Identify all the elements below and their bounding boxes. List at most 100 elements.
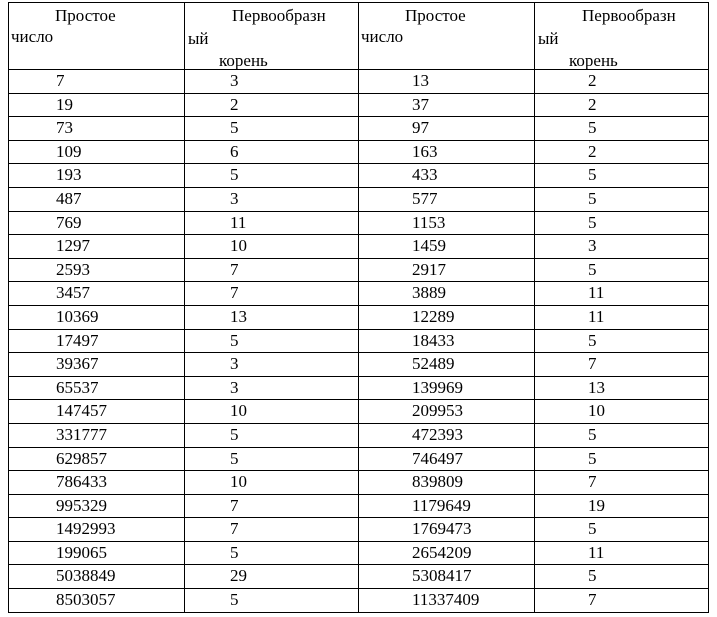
root-cell-left-value: 10 <box>230 236 247 256</box>
root-cell-left: 3 <box>184 352 359 377</box>
prime-cell-right: 209953 <box>358 399 535 424</box>
prime-cell-left: 65537 <box>8 375 185 401</box>
prime-cell-right: 433 <box>358 163 535 188</box>
table-row: 109 6 163 2 <box>8 139 709 165</box>
root-cell-left-value: 11 <box>230 212 247 232</box>
prime-cell-left: 3457 <box>8 281 185 306</box>
prime-cell-right-value: 472393 <box>412 424 463 444</box>
root-cell-left-value: 2 <box>230 94 239 114</box>
root-cell-left-value: 13 <box>230 306 247 326</box>
prime-cell-left: 331777 <box>8 422 185 448</box>
root-cell-right: 5 <box>534 116 709 141</box>
table-row: 2593 7 2917 5 <box>8 257 709 283</box>
table-row: 17497 5 18433 5 <box>8 328 709 354</box>
prime-cell-left: 19 <box>8 92 185 118</box>
table-row: 8503057 5 11337409 7 <box>8 588 709 613</box>
root-cell-left-value: 5 <box>230 448 239 468</box>
root-cell-right-value: 2 <box>588 94 597 114</box>
prime-cell-left-value: 19 <box>56 94 73 114</box>
root-cell-left-value: 10 <box>230 401 247 421</box>
prime-cell-left-value: 786433 <box>56 472 107 492</box>
prime-cell-right: 1769473 <box>358 517 535 542</box>
prime-cell-right-value: 577 <box>412 188 438 208</box>
table-row: 65537 3 139969 13 <box>8 375 709 401</box>
root-cell-left-value: 3 <box>230 354 239 374</box>
prime-cell-right-value: 1769473 <box>412 519 472 539</box>
header-root-word2: ый <box>188 29 209 48</box>
prime-cell-left: 487 <box>8 186 185 212</box>
prime-cell-left: 5038849 <box>8 564 185 590</box>
header-prime-word2: число <box>11 27 54 46</box>
root-cell-right-value: 11 <box>588 306 605 326</box>
root-cell-right-value: 5 <box>588 448 597 468</box>
prime-cell-right: 52489 <box>358 352 535 377</box>
root-cell-right-value: 7 <box>588 354 597 374</box>
prime-cell-right: 11337409 <box>358 588 535 613</box>
header-root-right: Первообразн ый корень <box>534 2 709 70</box>
header-prime-word1: Простое <box>55 6 116 25</box>
prime-cell-right-value: 1459 <box>412 236 446 256</box>
root-cell-right: 5 <box>534 186 709 212</box>
prime-cell-left-value: 629857 <box>56 448 107 468</box>
root-cell-right-value: 10 <box>588 401 605 421</box>
table-row: 193 5 433 5 <box>8 163 709 188</box>
header-root-left: Первообразн ый корень <box>184 2 359 70</box>
prime-cell-left-value: 1297 <box>56 236 90 256</box>
prime-cell-left: 1492993 <box>8 517 185 542</box>
primitive-roots-table-frame: Простое число Первообразн ый корень Прос… <box>8 2 709 613</box>
root-cell-right: 5 <box>534 328 709 354</box>
root-cell-left: 7 <box>184 257 359 283</box>
root-cell-right: 3 <box>534 234 709 259</box>
root-cell-right-value: 5 <box>588 165 597 185</box>
root-cell-right: 5 <box>534 446 709 472</box>
prime-cell-left: 629857 <box>8 446 185 472</box>
prime-cell-left-value: 769 <box>56 212 82 232</box>
prime-cell-right-value: 18433 <box>412 330 455 350</box>
root-cell-right-value: 5 <box>588 118 597 138</box>
table-header-row: Простое число Первообразн ый корень Прос… <box>8 2 709 70</box>
prime-cell-left-value: 995329 <box>56 495 107 515</box>
prime-cell-right: 1179649 <box>358 493 535 519</box>
header-root-word3: корень <box>219 51 268 70</box>
prime-cell-right: 746497 <box>358 446 535 472</box>
root-cell-right: 11 <box>534 281 709 306</box>
root-cell-right-value: 5 <box>588 330 597 350</box>
prime-cell-right: 577 <box>358 186 535 212</box>
prime-cell-left-value: 1492993 <box>56 519 116 539</box>
prime-cell-left: 995329 <box>8 493 185 519</box>
prime-cell-left-value: 7 <box>56 71 65 90</box>
table-row: 19 2 37 2 <box>8 92 709 118</box>
root-cell-left: 3 <box>184 69 359 94</box>
prime-cell-right: 1459 <box>358 234 535 259</box>
root-cell-left: 5 <box>184 163 359 188</box>
root-cell-right-value: 7 <box>588 472 597 492</box>
table-row: 199065 5 2654209 11 <box>8 540 709 566</box>
header-prime-word1: Простое <box>405 6 466 25</box>
table-row: 995329 7 1179649 19 <box>8 493 709 519</box>
table-row: 331777 5 472393 5 <box>8 422 709 448</box>
prime-cell-right-value: 13 <box>412 71 429 90</box>
root-cell-left: 7 <box>184 517 359 542</box>
root-cell-left: 5 <box>184 540 359 566</box>
prime-cell-right-value: 97 <box>412 118 429 138</box>
prime-cell-left: 109 <box>8 139 185 165</box>
root-cell-left: 5 <box>184 588 359 613</box>
root-cell-left-value: 3 <box>230 188 239 208</box>
root-cell-left: 7 <box>184 281 359 306</box>
root-cell-right-value: 3 <box>588 236 597 256</box>
header-prime-right: Простое число <box>358 2 535 70</box>
table-row: 73 5 97 5 <box>8 116 709 141</box>
prime-cell-right-value: 2654209 <box>412 542 472 562</box>
root-cell-right-value: 2 <box>588 71 597 90</box>
root-cell-left: 7 <box>184 493 359 519</box>
prime-cell-right: 839809 <box>358 470 535 495</box>
root-cell-right: 5 <box>534 163 709 188</box>
prime-cell-right-value: 3889 <box>412 283 446 303</box>
prime-cell-right-value: 746497 <box>412 448 463 468</box>
prime-cell-right-value: 163 <box>412 141 438 161</box>
prime-cell-left: 7 <box>8 69 185 94</box>
prime-cell-right-value: 2917 <box>412 259 446 279</box>
prime-cell-left: 2593 <box>8 257 185 283</box>
prime-cell-right: 18433 <box>358 328 535 354</box>
root-cell-left: 6 <box>184 139 359 165</box>
